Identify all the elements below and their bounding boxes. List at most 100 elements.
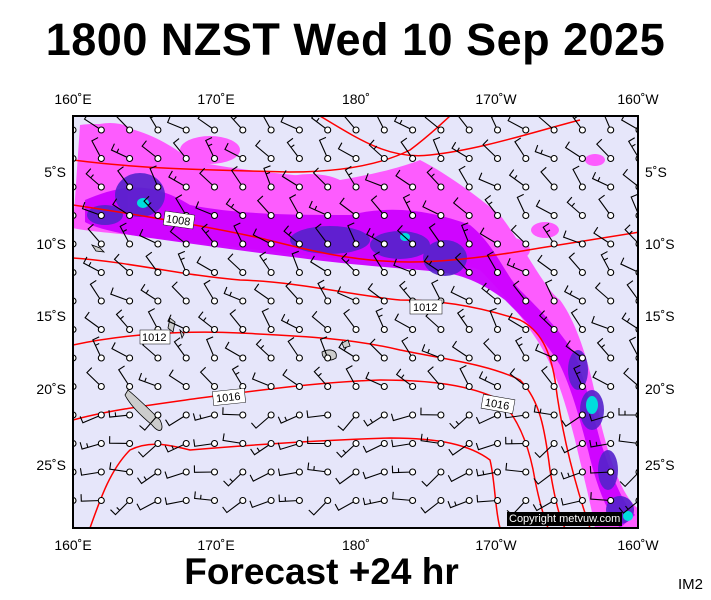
wind-barb xyxy=(591,315,615,334)
wind-barb xyxy=(478,371,502,391)
wind-barb xyxy=(341,253,360,277)
wind-barb xyxy=(110,496,134,516)
wind-barb xyxy=(573,364,586,391)
lat-label-left-25s: 25˚S xyxy=(36,457,66,473)
wind-barb xyxy=(287,337,303,362)
lon-label-top-160e: 160˚E xyxy=(54,91,92,107)
wind-barb xyxy=(335,468,360,485)
wind-barb xyxy=(447,496,473,509)
wind-barb xyxy=(507,116,530,134)
lat-label-right-20s: 20˚S xyxy=(645,381,675,397)
wind-barb xyxy=(533,468,558,485)
wind-barb xyxy=(136,496,162,511)
wind-barb xyxy=(423,255,445,277)
lat-label-right-10s: 10˚S xyxy=(645,236,675,252)
isobar-label-1016-west: 1016 xyxy=(216,391,242,405)
wind-barb xyxy=(312,167,332,191)
wind-barb xyxy=(119,222,134,248)
wind-barb xyxy=(400,137,417,163)
wind-barb xyxy=(222,407,247,419)
wind-barb xyxy=(282,368,303,391)
wind-barb xyxy=(288,194,303,220)
wind-barb xyxy=(542,222,558,248)
map-frame xyxy=(72,115,639,529)
wind-barb xyxy=(457,116,473,134)
wind-barb xyxy=(596,138,615,163)
wind-barb xyxy=(509,368,530,391)
lon-label-top-180: 180˚ xyxy=(341,91,371,107)
wind-barb xyxy=(253,283,275,305)
wind-barb xyxy=(362,439,388,454)
lon-label-bottom-170w: 170˚W xyxy=(475,537,517,553)
wind-barb xyxy=(171,281,190,305)
wind-barb xyxy=(393,258,417,277)
wind-barb xyxy=(280,313,303,334)
wind-barb xyxy=(534,343,558,362)
wind-barb xyxy=(137,468,162,485)
wind-barb xyxy=(484,194,502,220)
wind-barb xyxy=(205,336,219,362)
product-tag: IM2 xyxy=(677,576,703,593)
wind-barb xyxy=(87,223,105,248)
wind-barb xyxy=(91,137,105,163)
wind-barb xyxy=(402,194,417,220)
wind-barb xyxy=(165,411,190,427)
wind-barb xyxy=(194,491,219,505)
wind-barb xyxy=(538,310,558,334)
wind-barb xyxy=(252,228,275,248)
wind-barb xyxy=(589,411,615,422)
wind-barb xyxy=(115,116,134,134)
wind-barb xyxy=(508,169,530,191)
wind-barb xyxy=(566,196,586,220)
wind-barb xyxy=(560,496,586,506)
lat-label-left-20s: 20˚S xyxy=(36,381,66,397)
wind-barb xyxy=(141,140,162,163)
lat-label-left-15s: 15˚S xyxy=(36,308,66,324)
wind-barb xyxy=(89,279,105,305)
wind-barb xyxy=(309,255,332,277)
wind-barb xyxy=(278,494,303,505)
wind-barb xyxy=(540,166,558,191)
wind-barb xyxy=(544,279,558,305)
wind-barb xyxy=(281,170,303,191)
wind-barb xyxy=(376,116,388,134)
wind-barb xyxy=(561,411,586,427)
wind-barb xyxy=(426,167,445,191)
wind-barb xyxy=(222,433,247,448)
wind-barb xyxy=(458,165,473,191)
wind-barb xyxy=(476,494,502,505)
wind-barb xyxy=(314,223,332,248)
wind-barb xyxy=(482,139,502,163)
wind-barb xyxy=(306,410,332,419)
wind-barb xyxy=(249,496,275,509)
wind-barb xyxy=(514,137,530,163)
wind-barb xyxy=(285,281,303,305)
wind-barb xyxy=(249,468,275,482)
wind-barb xyxy=(197,116,219,134)
wind-barb xyxy=(82,256,105,277)
wind-barb xyxy=(367,283,388,305)
wind-barb xyxy=(505,462,530,476)
wind-barb xyxy=(277,439,303,451)
wind-barb xyxy=(283,225,303,248)
wind-barb xyxy=(256,195,275,220)
wind-barb xyxy=(139,228,162,248)
lon-label-bottom-160w: 160˚W xyxy=(617,537,659,553)
wind-barb xyxy=(447,468,473,483)
wind-barb xyxy=(534,144,558,163)
wind-barb xyxy=(277,411,303,424)
wind-barb xyxy=(108,410,134,419)
wind-barb xyxy=(308,496,332,516)
wind-barb xyxy=(364,173,388,191)
wind-barb xyxy=(311,310,332,334)
wind-barb xyxy=(193,439,219,448)
wind-barb xyxy=(81,201,105,220)
wind-barb xyxy=(149,165,162,191)
wind-barb xyxy=(475,468,502,477)
wind-barb xyxy=(347,222,360,248)
wind-barb xyxy=(534,439,558,459)
wind-barb xyxy=(140,283,162,305)
wind-barb xyxy=(79,468,105,476)
wind-barb xyxy=(366,227,388,248)
wind-barb xyxy=(563,285,586,305)
